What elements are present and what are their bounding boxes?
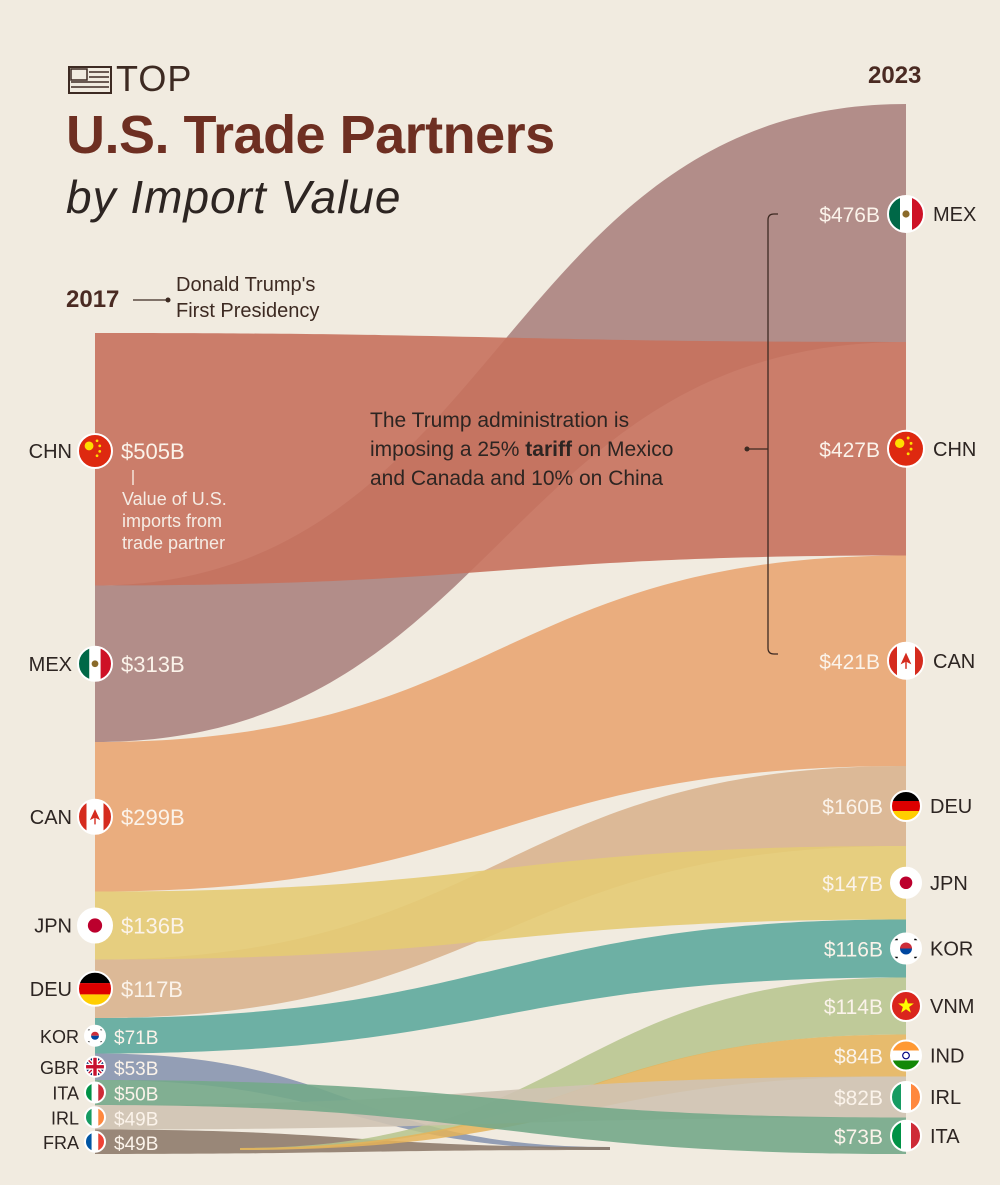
tariff-note-line2-bold: tariff <box>525 438 572 461</box>
italy-flag-icon-left-ita <box>84 1081 106 1104</box>
country-code-right-kor: KOR <box>930 939 973 961</box>
value-label-left-kor: $71B <box>114 1028 158 1049</box>
value-label-right-can: $421B <box>819 651 880 674</box>
flow-chn <box>95 333 906 586</box>
country-code-right-vnm: VNM <box>930 996 974 1018</box>
mexico-flag-icon-right-mex <box>887 195 925 233</box>
presidency-connector-dot <box>165 297 171 303</box>
country-code-left-irl: IRL <box>51 1108 79 1128</box>
value-label-right-mex: $476B <box>819 204 880 227</box>
flow-kor <box>95 919 906 1054</box>
year-end-label: 2023 <box>868 62 922 89</box>
country-code-left-gbr: GBR <box>40 1058 79 1078</box>
italy-flag-icon-right-ita <box>890 1119 922 1152</box>
tariff-note-line2-pre: imposing a 25% <box>370 438 526 461</box>
country-code-left-fra: FRA <box>43 1133 79 1153</box>
india-flag-icon-right-ind <box>890 1039 922 1072</box>
presidency-note-line2: First Presidency <box>176 300 320 322</box>
vietnam-flag-icon-right-vnm <box>890 990 922 1022</box>
ireland-flag-icon-right-irl <box>890 1081 922 1113</box>
country-code-left-mex: MEX <box>29 654 72 676</box>
value-note-line3: trade partner <box>122 533 226 553</box>
korea-flag-icon-right-kor <box>890 932 922 965</box>
value-label-left-can: $299B <box>121 805 185 830</box>
country-code-left-can: CAN <box>30 807 72 829</box>
china-flag-icon-right-chn <box>887 429 925 468</box>
japan-flag-icon-right-jpn <box>890 866 922 899</box>
value-label-right-irl: $82B <box>834 1087 883 1110</box>
value-label-right-chn: $427B <box>819 439 880 462</box>
value-label-left-irl: $49B <box>114 1109 158 1130</box>
tariff-note-line3: and Canada and 10% on China <box>370 467 664 490</box>
france-flag-icon-left-fra <box>84 1130 106 1153</box>
value-label-right-kor: $116B <box>824 939 883 962</box>
value-label-right-ind: $84B <box>834 1046 883 1069</box>
value-label-left-fra: $49B <box>114 1134 158 1155</box>
value-label-right-deu: $160B <box>822 796 883 819</box>
germany-flag-icon-right-deu <box>890 790 922 822</box>
value-label-left-jpn: $136B <box>121 914 185 939</box>
tariff-note-line1: The Trump administration is <box>370 409 630 432</box>
korea-flag-icon-left-kor <box>84 1024 106 1047</box>
value-label-left-chn: $505B <box>121 439 185 464</box>
value-label-right-jpn: $147B <box>822 873 883 896</box>
country-code-right-mex: MEX <box>933 204 976 226</box>
country-code-right-can: CAN <box>933 651 975 673</box>
label-layer: CHN $505B MEX $313B CAN $299B JPN $136B DEU $117B… <box>29 195 976 1155</box>
annotation-layer <box>132 213 778 655</box>
value-label-right-ita: $73B <box>834 1126 883 1149</box>
tariff-bracket-line <box>767 213 778 655</box>
country-code-right-irl: IRL <box>930 1087 961 1109</box>
tariff-note-line2-post: on Mexico <box>571 438 674 461</box>
country-code-right-jpn: JPN <box>930 873 968 895</box>
canada-flag-icon-left-can <box>77 798 113 835</box>
country-code-right-ita: ITA <box>930 1126 960 1148</box>
germany-flag-icon-left-deu <box>77 970 113 1007</box>
ireland-flag-icon-left-irl <box>84 1106 106 1129</box>
value-label-left-deu: $117B <box>121 977 183 1002</box>
country-code-left-jpn: JPN <box>34 916 72 938</box>
country-code-right-deu: DEU <box>930 796 972 818</box>
presidency-note: Donald Trump's First Presidency <box>176 272 319 324</box>
flow-ita <box>95 1080 906 1154</box>
country-code-right-ind: IND <box>930 1046 964 1068</box>
us-flag-icon <box>68 66 112 94</box>
japan-flag-icon-left-jpn <box>77 907 113 944</box>
title-top-word: TOP <box>116 58 193 99</box>
value-label-left-ita: $50B <box>114 1085 158 1106</box>
value-label-left-gbr: $53B <box>114 1059 158 1080</box>
flow-vnm <box>240 977 906 1150</box>
tariff-connector-dot <box>744 446 750 452</box>
presidency-note-line1: Donald Trump's <box>176 274 316 296</box>
value-label-right-vnm: $114B <box>824 996 883 1019</box>
value-label-left-mex: $313B <box>121 652 185 677</box>
country-code-right-chn: CHN <box>933 439 976 461</box>
tariff-note: The Trump administration is imposing a 2… <box>370 406 673 493</box>
uk-flag-icon-left-gbr <box>84 1055 106 1078</box>
flow-jpn <box>95 846 906 960</box>
china-flag-icon-left-chn <box>77 433 113 469</box>
flow-can <box>95 555 906 892</box>
page-subtitle: by Import Value <box>66 171 402 223</box>
value-note-line2: imports from <box>122 511 223 531</box>
value-note: Value of U.S. imports from trade partner <box>122 488 227 554</box>
mexico-flag-icon-left-mex <box>77 645 113 682</box>
country-code-left-ita: ITA <box>52 1084 79 1104</box>
country-code-left-chn: CHN <box>29 441 72 463</box>
year-start-label: 2017 <box>66 286 120 313</box>
country-code-left-deu: DEU <box>30 979 72 1001</box>
tariff-note-line2: imposing a 25% tariff on Mexico <box>370 435 673 464</box>
value-note-line1: Value of U.S. <box>122 489 227 509</box>
country-code-left-kor: KOR <box>40 1027 79 1047</box>
canada-flag-icon-right-can <box>887 641 925 680</box>
page-title: U.S. Trade Partners <box>66 105 555 165</box>
flow-layer <box>95 104 906 1154</box>
